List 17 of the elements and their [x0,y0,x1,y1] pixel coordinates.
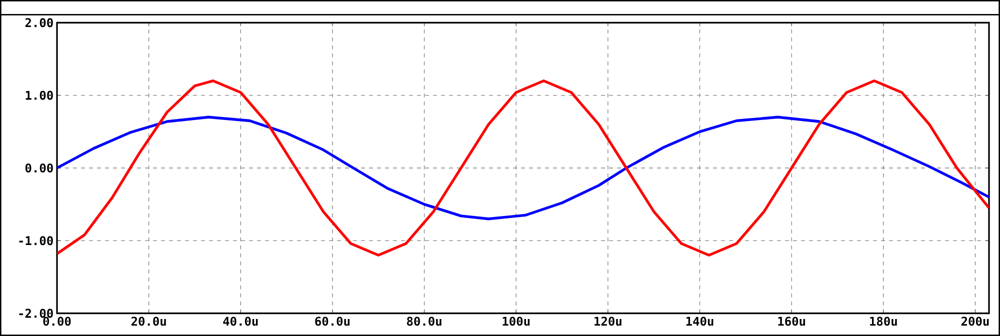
x-tick-label: 100u [502,316,530,326]
x-tick-label: 0.00 [43,316,71,326]
x-tick-label: 200u [961,316,989,326]
y-tick-label: 0.00 [25,163,53,173]
x-tick-label: 60.0u [315,316,350,326]
x-tick-label: 160u [778,316,806,326]
x-tick-label: 20.0u [131,316,166,326]
y-tick-label: 2.00 [25,18,53,28]
line-series [57,116,990,220]
y-tick-label: -1.00 [19,236,53,246]
x-tick-label: 80.0u [406,316,442,326]
x-tick-label: 120u [594,316,622,326]
x-tick-label: 140u [686,316,714,326]
x-tick-label: 180u [870,316,897,326]
y-tick-label: -2.00 [19,308,53,318]
x-tick-label: 40.0u [223,316,258,326]
y-tick-label: 1.00 [26,90,53,100]
